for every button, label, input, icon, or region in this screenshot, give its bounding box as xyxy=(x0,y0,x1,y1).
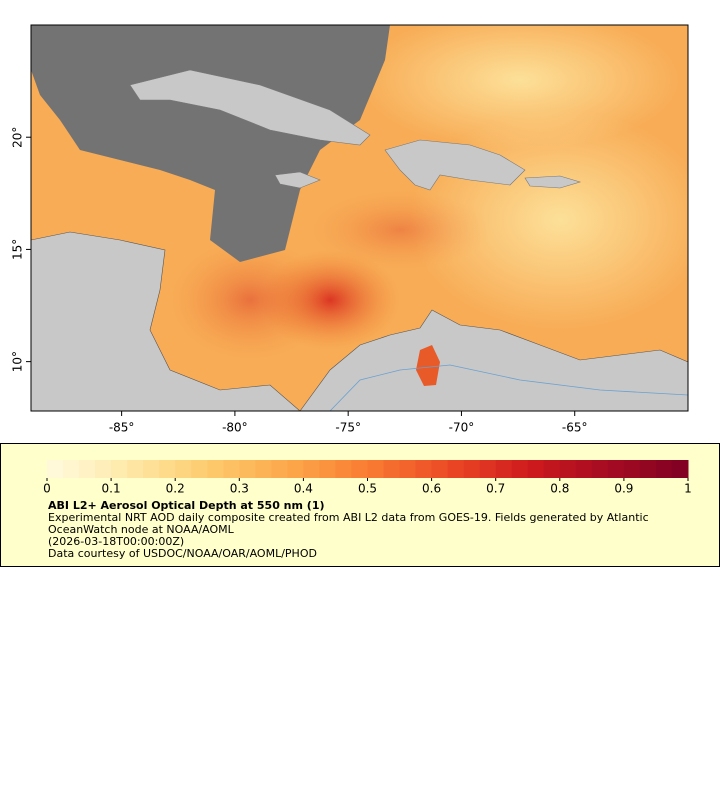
x-tick-label: -65° xyxy=(562,421,588,435)
land-jamaica xyxy=(274,171,321,189)
colorbar-step xyxy=(271,460,288,478)
colorbar-step xyxy=(639,460,657,478)
aod-field xyxy=(170,240,330,360)
colorbar-tick-label: 0.6 xyxy=(422,482,441,496)
colorbar-step xyxy=(447,460,465,478)
colorbar-step xyxy=(223,460,240,478)
legend-credit: Data courtesy of USDOC/NOAA/OAR/AOML/PHO… xyxy=(48,547,317,560)
x-tick-label: -70° xyxy=(449,421,475,435)
y-tick-label: 10° xyxy=(11,351,25,372)
colorbar-step xyxy=(655,460,673,478)
x-tick-label: -85° xyxy=(109,421,135,435)
legend-description: Experimental NRT AOD daily composite cre… xyxy=(48,511,649,536)
map-frame xyxy=(30,24,689,412)
colorbar-step xyxy=(399,460,417,478)
land-cuba xyxy=(129,69,371,146)
colorbar-step xyxy=(607,460,625,478)
colorbar-step xyxy=(287,460,304,478)
x-tick-label: -75° xyxy=(335,421,361,435)
colorbar-step xyxy=(79,460,96,478)
colorbar-step xyxy=(543,460,561,478)
colorbar-step xyxy=(255,460,272,478)
legend-title: ABI L2+ Aerosol Optical Depth at 550 nm … xyxy=(48,499,325,512)
colorbar-step xyxy=(479,460,497,478)
land-puerto-rico xyxy=(524,175,582,189)
colorbar-step xyxy=(335,460,352,478)
aod-field xyxy=(310,190,490,270)
colorbar-tick-label: 0.8 xyxy=(550,482,569,496)
colorbar-step xyxy=(63,460,80,478)
colorbar-tick-label: 0.3 xyxy=(230,482,249,496)
colorbar-step xyxy=(95,460,112,478)
y-tick-label: 15° xyxy=(11,239,25,260)
colorbar-step xyxy=(239,460,256,478)
colorbar-step xyxy=(143,460,160,478)
colorbar-step xyxy=(351,460,368,478)
colorbar-tick-label: 1 xyxy=(684,482,692,496)
colorbar-step xyxy=(463,460,481,478)
colorbar-step xyxy=(191,460,208,478)
colorbar-tick-label: 0.4 xyxy=(294,482,313,496)
colorbar-tick-label: 0.9 xyxy=(614,482,633,496)
land-central-america xyxy=(31,231,301,411)
colorbar-step xyxy=(559,460,577,478)
colorbar-step xyxy=(495,460,513,478)
land-south-america xyxy=(299,309,688,411)
legend-time: (2026-03-18T00:00:00Z) xyxy=(48,535,185,548)
colorbar-step xyxy=(367,460,385,478)
colorbar-step xyxy=(527,460,545,478)
colorbar-step xyxy=(207,460,224,478)
colorbar-step xyxy=(175,460,192,478)
lake-maracaibo xyxy=(416,345,440,386)
map-image xyxy=(31,25,688,411)
aod-field xyxy=(360,25,680,150)
colorbar-step xyxy=(303,460,320,478)
colorbar-step xyxy=(591,460,609,478)
colorbar-step xyxy=(511,460,529,478)
colorbar-step xyxy=(47,460,64,478)
colorbar-tick-label: 0 xyxy=(43,482,51,496)
colorbar-step xyxy=(383,460,401,478)
rivers xyxy=(329,364,688,411)
colorbar-step xyxy=(159,460,176,478)
colorbar-tick-label: 0.7 xyxy=(486,482,505,496)
colorbar-step xyxy=(431,460,449,478)
colorbar-step xyxy=(319,460,336,478)
colorbar: 0 0.1 0.2 0.3 0.4 0.5 0.6 0.7 0.8 0.9 1 xyxy=(43,460,692,496)
colorbar-step xyxy=(415,460,433,478)
x-tick-label: -80° xyxy=(222,421,248,435)
colorbar-tick-label: 0.1 xyxy=(102,482,121,496)
colorbar-tick-label: 0.5 xyxy=(358,482,377,496)
colorbar-step xyxy=(575,460,593,478)
colorbar-tick-label: 0.2 xyxy=(166,482,185,496)
no-data xyxy=(31,25,390,262)
colorbar-step xyxy=(111,460,128,478)
colorbar-step xyxy=(623,460,641,478)
colorbar-step xyxy=(127,460,144,478)
land-hispaniola xyxy=(384,139,526,191)
legend-text: ABI L2+ Aerosol Optical Depth at 550 nm … xyxy=(48,500,688,560)
colorbar-step xyxy=(671,460,689,478)
y-tick-label: 20° xyxy=(11,127,25,148)
map-axes: -85° -80° -75° -70° -65° 10° 15° 20° xyxy=(11,127,588,435)
